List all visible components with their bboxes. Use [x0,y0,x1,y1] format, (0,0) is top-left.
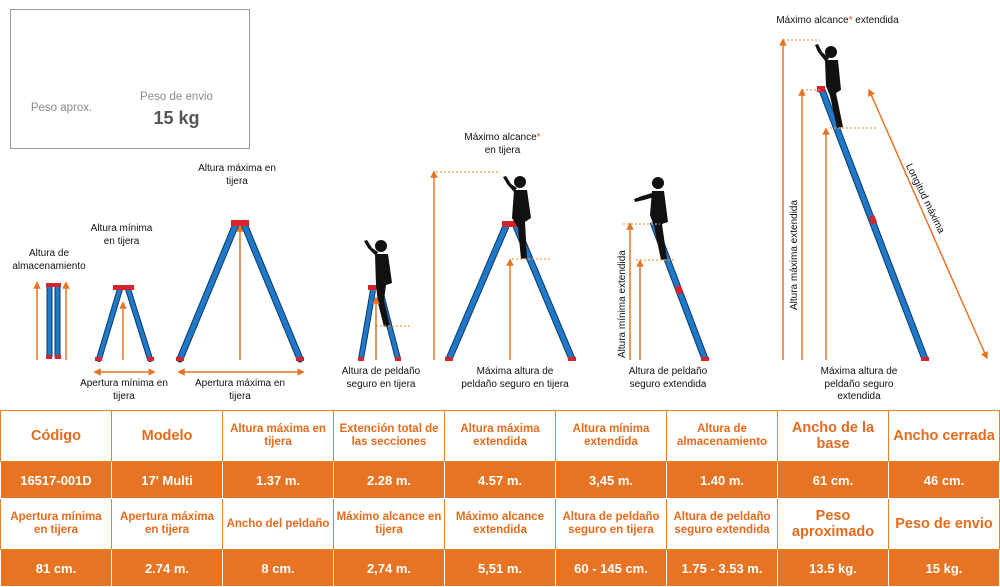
table-cell: 15 kg. [888,549,1000,587]
table-cell: 61 cm. [777,461,889,499]
table-header-cell: Altura de almacenamiento [666,410,778,462]
person-silhouette [364,240,392,327]
table-cell: 5,51 m. [444,549,556,587]
label-max-reach-scissor-text: Máximo alcance [464,132,537,143]
table-cell: 1.75 - 3.53 m. [666,549,778,587]
person-silhouette [634,177,668,260]
label-max-scissor-height: Altura máxima en tijera [198,163,276,187]
person-silhouette [503,176,531,259]
ladder-a-frame-person-low [358,240,410,361]
label-safe-step-scissor: Altura de peldaño seguro en tijera [341,366,421,390]
table-row: 81 cm. 2.74 m. 8 cm. 2,74 m. 5,51 m. 60 … [0,549,1000,587]
table-header-cell: Extención total de las secciones [333,410,445,462]
asterisk: * [848,15,853,26]
weight-label: Peso aprox. [30,102,93,114]
table-cell: 17' Multi [111,461,223,499]
label-max-reach-extended-text-2: extendida [852,15,899,26]
label-max-reach-extended-text: Máximo alcance [776,15,849,26]
weight-value: 13.5kg [54,70,104,87]
table-header-cell: Altura máxima extendida [444,410,556,462]
table-header-cell: Altura de peldaño seguro extendida [666,498,778,550]
label-max-scissor-opening: Apertura máxima en tijera [194,378,286,402]
asterisk: * [536,132,541,143]
table-cell: 3,45 m. [555,461,667,499]
table-cell: 60 - 145 cm. [555,549,667,587]
shipping-weight-label: Peso de envio [140,91,213,103]
table-cell: 2,74 m. [333,549,445,587]
table-header-cell: Ancho cerrada [888,410,1000,462]
table-cell: 4.57 m. [444,461,556,499]
table-header-cell: Apertura máxima en tijera [111,498,223,550]
table-header-cell: Apertura mínima en tijera [0,498,112,550]
ladder-a-frame-min [93,285,156,376]
table-cell: 2.74 m. [111,549,223,587]
specs-table: Código Modelo Altura máxima en tijera Ex… [0,410,1000,587]
shipping-weight-value: 15 kg [153,108,200,128]
table-header-cell: Modelo [111,410,223,462]
table-header-cell: Máximo alcance extendida [444,498,556,550]
label-storage-height: Altura de almacenamiento [12,248,86,272]
ladder-extended-max [779,38,988,361]
table-cell: 46 cm. [888,461,1000,499]
table-header-cell: Altura mínima extendida [555,410,667,462]
table-cell: 1.37 m. [222,461,334,499]
table-row: 16517-001D 17' Multi 1.37 m. 2.28 m. 4.5… [0,461,1000,499]
table-header-cell: Peso aproximado [777,498,889,550]
label-max-safe-step-scissor: Máxima altura de peldaño seguro en tijer… [461,366,569,390]
ladder-a-frame-max [176,220,305,376]
table-cell: 8 cm. [222,549,334,587]
ladder-a-frame-person-max [430,170,576,361]
label-max-reach-extended: Máximo alcance* extendida [745,15,930,28]
table-cell: 81 cm. [0,549,112,587]
ladder-storage [33,281,70,360]
table-header-cell: Peso de envio [888,498,1000,550]
table-row: Código Modelo Altura máxima en tijera Ex… [0,410,1000,462]
table-header-cell: Ancho de la base [777,410,889,462]
table-cell: 2.28 m. [333,461,445,499]
table-row: Apertura mínima en tijera Apertura máxim… [0,498,1000,550]
table-header-cell: Altura de peldaño seguro en tijera [555,498,667,550]
label-min-scissor-height: Altura mínima en tijera [90,223,153,247]
label-safe-step-extended: Altura de peldaño seguro extendida [628,366,708,390]
table-header-cell: Máximo alcance en tijera [333,498,445,550]
label-min-scissor-opening: Apertura mínima en tijera [80,378,168,402]
label-min-extended-height: Altura mínima extendida [617,250,628,358]
label-max-reach-scissor: Máximo alcance* en tijera [445,132,560,157]
label-max-extended-height: Altura máxima extendida [789,199,800,310]
table-header-cell: Ancho del peldaño [222,498,334,550]
table-cell: 13.5 kg. [777,549,889,587]
label-max-safe-step-extended: Máxima altura de peldaño seguro extendid… [820,366,898,402]
table-cell: 16517-001D [0,461,112,499]
label-max-reach-scissor-text-2: en tijera [484,144,521,156]
table-header-cell: Código [0,410,112,462]
table-header-cell: Altura máxima en tijera [222,410,334,462]
ladder-extended-min [623,177,709,361]
table-cell: 1.40 m. [666,461,778,499]
person-silhouette [815,44,843,128]
weight-info-box [10,9,250,149]
